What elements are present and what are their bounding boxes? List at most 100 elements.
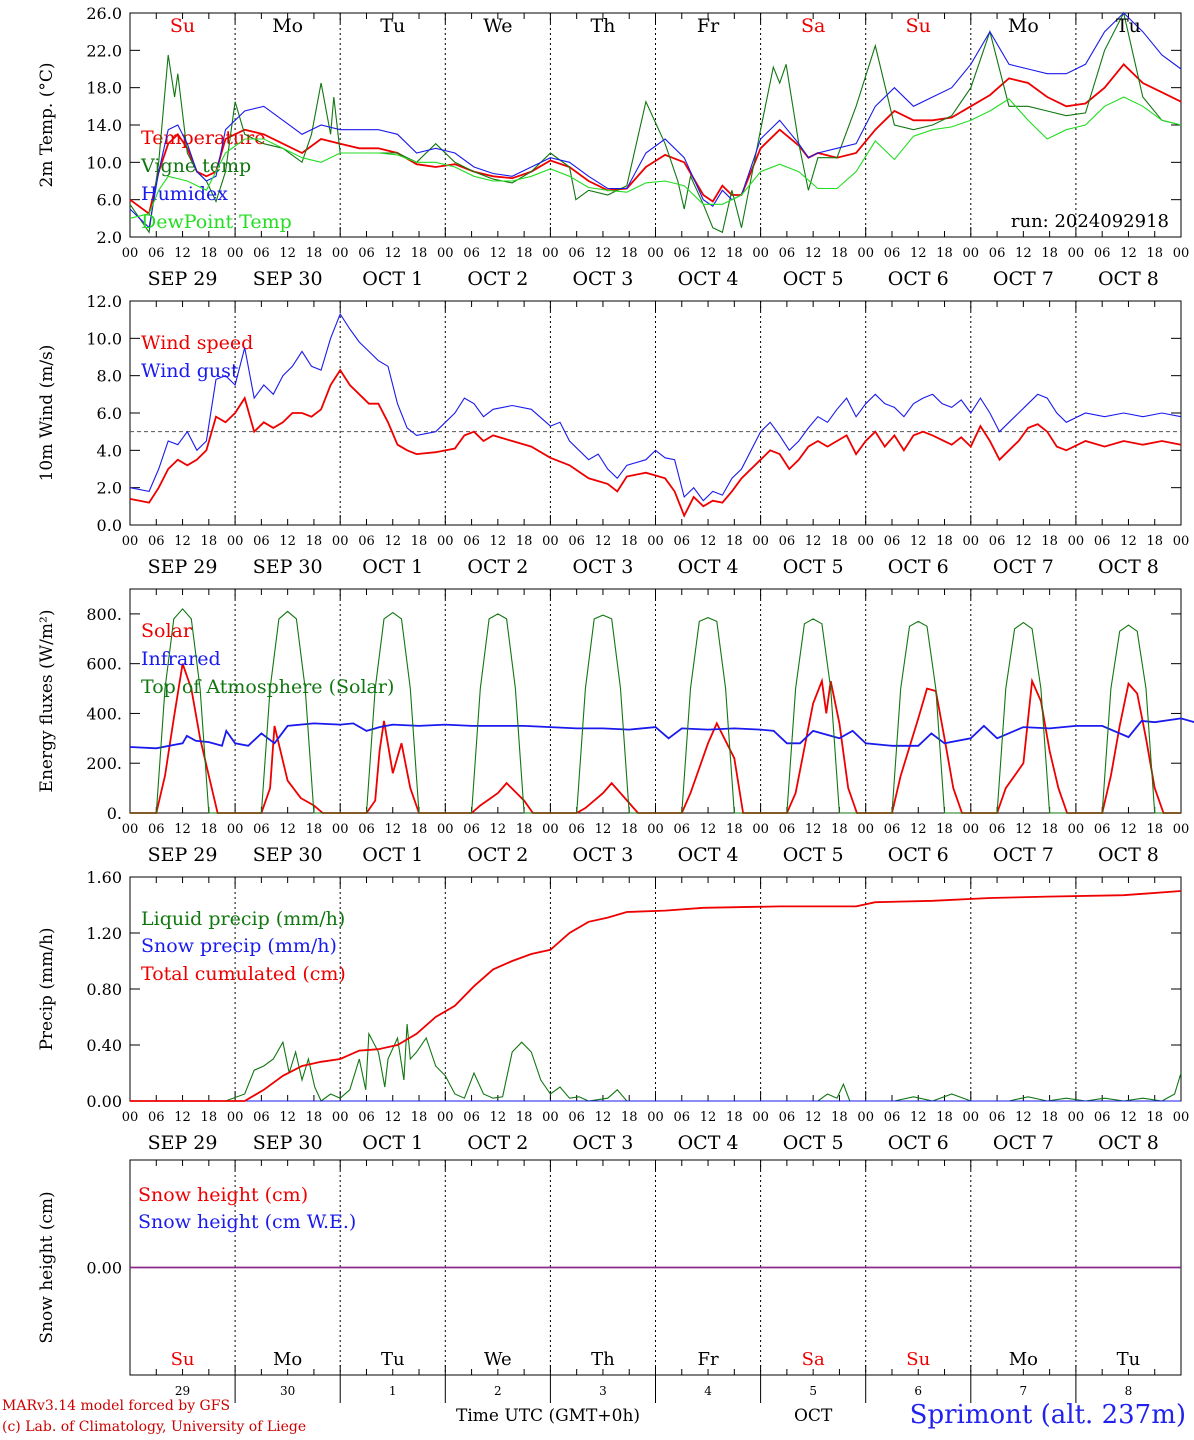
date-label: OCT 6: [888, 556, 949, 578]
hour-label: 18: [1041, 1110, 1058, 1125]
date-label: SEP 30: [253, 268, 323, 290]
date-label: SEP 30: [253, 1132, 323, 1154]
hour-label: 06: [779, 534, 796, 549]
hour-label: 18: [831, 246, 848, 261]
hour-label: 18: [936, 1110, 953, 1125]
day-number: 8: [1125, 1384, 1133, 1398]
hour-label: 12: [595, 534, 612, 549]
date-label: OCT 3: [572, 556, 633, 578]
hour-label: 06: [253, 534, 270, 549]
date-label: OCT 1: [362, 1132, 423, 1154]
hour-label: 00: [857, 1110, 874, 1125]
day-abbr: Mo: [1009, 1349, 1038, 1370]
date-label: OCT 8: [1098, 844, 1159, 866]
date-label: OCT 6: [888, 1132, 949, 1154]
day-abbr: Sa: [802, 1349, 825, 1370]
legend-entry: Snow height (cm): [138, 1184, 308, 1206]
hour-label: 00: [857, 822, 874, 837]
hour-label: 06: [358, 534, 375, 549]
hour-label: 06: [779, 246, 796, 261]
hour-label: 00: [542, 246, 559, 261]
hour-label: 00: [1173, 534, 1190, 549]
hour-label: 00: [857, 534, 874, 549]
hour-label: 18: [1041, 246, 1058, 261]
series-line-solar: [130, 663, 1181, 814]
day-abbr: Su: [906, 15, 931, 37]
y-tick-label: 2.0: [97, 228, 122, 247]
hour-label: 06: [358, 246, 375, 261]
hour-label: 12: [279, 246, 296, 261]
y-tick-label: 1.60: [86, 868, 122, 887]
hour-label: 06: [253, 1110, 270, 1125]
day-number: 4: [704, 1384, 712, 1398]
date-label: OCT 5: [783, 556, 844, 578]
day-number: 1: [389, 1384, 397, 1398]
hour-label: 12: [595, 822, 612, 837]
hour-label: 12: [805, 1110, 822, 1125]
hour-label: 18: [306, 534, 323, 549]
date-label: OCT 4: [678, 1132, 739, 1154]
y-axis-label: Snow height (cm): [37, 1191, 57, 1343]
date-label: OCT 4: [678, 844, 739, 866]
hour-label: 06: [674, 534, 691, 549]
day-abbr: Mo: [272, 15, 303, 37]
hour-label: 18: [201, 534, 218, 549]
date-label: OCT 5: [783, 268, 844, 290]
hour-label: 00: [227, 822, 244, 837]
hour-label: 12: [490, 246, 507, 261]
hour-label: 00: [227, 246, 244, 261]
hour-label: 12: [1120, 822, 1137, 837]
series-line-top-of-atmosphere-solar-: [130, 608, 1181, 814]
hour-label: 06: [1094, 822, 1111, 837]
hour-label: 12: [910, 246, 927, 261]
date-label: SEP 30: [253, 844, 323, 866]
y-tick-label: 600.: [86, 655, 122, 674]
date-label: OCT 4: [678, 268, 739, 290]
hour-label: 00: [332, 246, 349, 261]
hour-label: 00: [647, 1110, 664, 1125]
series-line-total-cumulated-cm-: [130, 890, 1182, 1102]
y-tick-label: 400.: [86, 704, 122, 723]
hour-label: 18: [306, 246, 323, 261]
hour-label: 18: [726, 822, 743, 837]
hour-label: 18: [201, 1110, 218, 1125]
y-tick-label: 200.: [86, 754, 122, 773]
date-label: OCT 2: [467, 556, 528, 578]
hour-label: 12: [700, 534, 717, 549]
day-abbr: Tu: [1116, 15, 1141, 37]
hour-label: 00: [437, 246, 454, 261]
hour-label: 06: [989, 822, 1006, 837]
y-tick-label: 0.00: [86, 1092, 122, 1111]
date-label: SEP 29: [148, 556, 218, 578]
date-label: OCT 1: [362, 556, 423, 578]
hour-label: 00: [963, 246, 980, 261]
hour-label: 06: [989, 1110, 1006, 1125]
day-abbr: Tu: [380, 15, 405, 37]
hour-label: 12: [174, 1110, 191, 1125]
hour-label: 12: [279, 822, 296, 837]
day-number: 30: [280, 1384, 295, 1398]
hour-label: 00: [647, 246, 664, 261]
hour-label: 12: [805, 246, 822, 261]
hour-label: 06: [568, 1110, 585, 1125]
hour-label: 12: [174, 534, 191, 549]
time-axis-label: Time UTC (GMT+0h): [456, 1406, 641, 1426]
hour-label: 12: [910, 534, 927, 549]
y-axis-label: 10m Wind (m/s): [37, 345, 57, 482]
run-annotation: run: 2024092918: [1011, 211, 1169, 232]
legend-entry: Vigne temp: [140, 155, 251, 177]
day-abbr: Fr: [698, 1349, 719, 1370]
date-label: OCT 7: [993, 268, 1054, 290]
date-label: OCT 3: [572, 844, 633, 866]
date-label: OCT 8: [1098, 556, 1159, 578]
date-label: OCT 3: [572, 1132, 633, 1154]
lab-credit: (c) Lab. of Climatology, University of L…: [2, 1419, 307, 1435]
y-tick-label: 0.00: [86, 1259, 122, 1278]
hour-label: 00: [1068, 1110, 1085, 1125]
date-label: OCT 1: [362, 268, 423, 290]
hour-label: 12: [1120, 246, 1137, 261]
hour-label: 00: [752, 246, 769, 261]
hour-label: 12: [1015, 822, 1032, 837]
day-abbr: We: [484, 1349, 512, 1370]
y-tick-label: 4.0: [97, 441, 122, 460]
